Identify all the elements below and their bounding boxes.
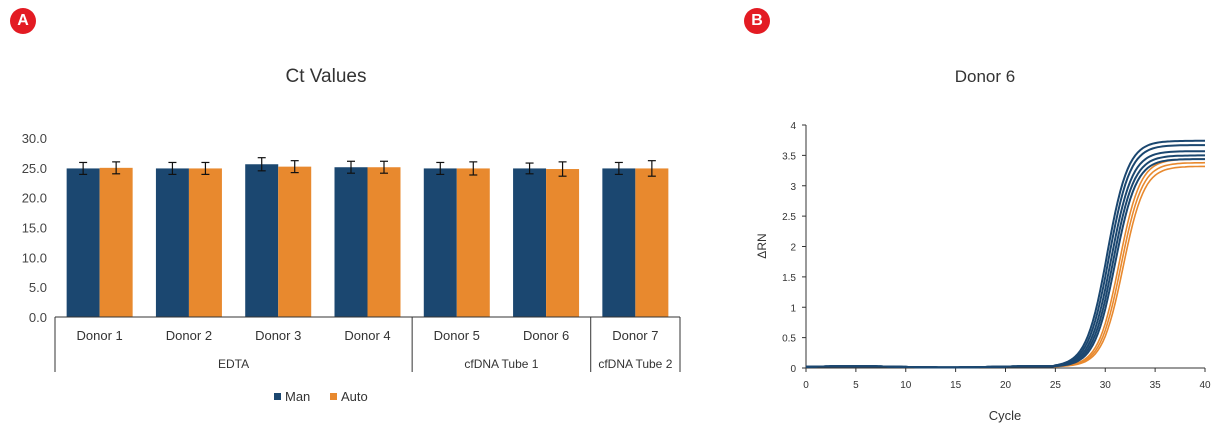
bar-man [245, 164, 279, 317]
chart-b-title: Donor 6 [955, 67, 1015, 86]
y-tick-label: 30.0 [22, 131, 47, 146]
bar-man [513, 168, 547, 317]
y-axis-label: ΔRN [755, 233, 769, 258]
x-tick-label: 25 [1050, 380, 1062, 391]
bar-auto [367, 167, 401, 317]
bar-auto [456, 168, 490, 317]
y-tick-label: 1.5 [782, 273, 796, 284]
y-tick-label: 3 [790, 182, 796, 193]
y-tick-label: 1 [790, 303, 796, 314]
x-tick-label: 40 [1199, 380, 1211, 391]
group-label: cfDNA Tube 2 [598, 357, 672, 371]
legend-label-auto: Auto [341, 389, 368, 404]
legend-swatch-man [274, 393, 281, 400]
category-label: Donor 5 [434, 328, 480, 343]
bar-man [602, 168, 636, 317]
group-label: cfDNA Tube 1 [464, 357, 538, 371]
y-tick-label: 2.5 [782, 212, 796, 223]
amplification-curve [805, 165, 1205, 369]
y-tick-label: 3.5 [782, 151, 796, 162]
y-tick-label: 2 [790, 243, 796, 254]
bar-man [423, 168, 457, 317]
category-label: Donor 2 [166, 328, 212, 343]
category-label: Donor 1 [77, 328, 123, 343]
chart-a-title: Ct Values [286, 66, 367, 87]
y-tick-label: 15.0 [22, 221, 47, 236]
amplification-curve [805, 144, 1205, 369]
y-tick-label: 20.0 [22, 191, 47, 206]
bar-auto [188, 168, 222, 317]
bar-man [334, 167, 368, 317]
y-tick-label: 0 [790, 364, 796, 375]
amplification-curve [805, 150, 1205, 369]
bar-auto [278, 166, 312, 317]
amplification-curve [805, 158, 1205, 369]
category-label: Donor 6 [523, 328, 569, 343]
bar-man [66, 168, 100, 317]
y-tick-label: 25.0 [22, 161, 47, 176]
category-label: Donor 3 [255, 328, 301, 343]
bar-auto [546, 169, 580, 317]
x-tick-label: 35 [1150, 380, 1162, 391]
x-tick-label: 10 [900, 380, 912, 391]
amplification-curve [805, 158, 1205, 369]
y-tick-label: 10.0 [22, 250, 47, 265]
category-label: Donor 4 [344, 328, 390, 343]
bar-auto [635, 168, 669, 317]
ct-values-chart: Ct Values 0.0 5.0 10.0 15.0 20.0 25.0 30.0 Donor… [22, 66, 681, 404]
x-tick-label: 15 [950, 380, 962, 391]
x-tick-label: 0 [803, 380, 809, 391]
y-tick-label: 4 [790, 121, 796, 132]
y-tick-label: 0.0 [29, 310, 47, 325]
category-label: Donor 7 [612, 328, 658, 343]
group-label: EDTA [218, 357, 249, 371]
x-tick-label: 20 [1000, 380, 1012, 391]
x-tick-label: 5 [853, 380, 859, 391]
amplification-curve [805, 161, 1206, 369]
x-axis-label: Cycle [989, 408, 1022, 423]
panel-b-badge: B [744, 8, 770, 34]
x-tick-label: 30 [1100, 380, 1112, 391]
bar-auto [99, 167, 133, 317]
legend-swatch-auto [330, 393, 337, 400]
bar-man [155, 168, 189, 317]
legend-label-man: Man [285, 389, 310, 404]
y-tick-label: 0.5 [782, 334, 796, 345]
panel-a-badge: A [10, 8, 36, 34]
y-tick-label: 5.0 [29, 280, 47, 295]
